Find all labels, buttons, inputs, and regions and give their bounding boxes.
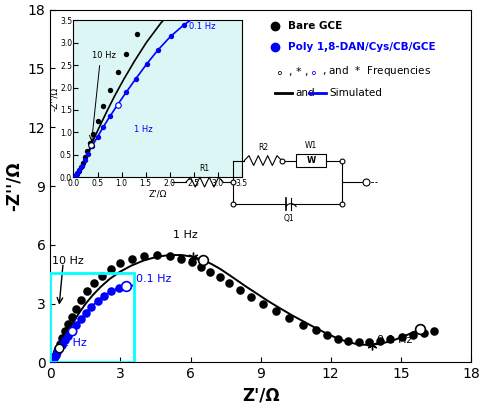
Point <box>153 252 161 258</box>
Point <box>52 352 60 358</box>
Point <box>334 335 342 342</box>
Point <box>53 349 61 355</box>
Point <box>77 297 85 303</box>
Point <box>68 313 76 320</box>
Point <box>61 328 69 335</box>
Point <box>247 294 255 300</box>
Point <box>56 340 63 347</box>
Point <box>50 354 58 361</box>
X-axis label: Z'/Ω: Z'/Ω <box>242 387 279 405</box>
Point <box>259 301 267 307</box>
Point <box>61 337 69 344</box>
Point <box>94 298 102 304</box>
Point <box>365 339 373 345</box>
Point <box>48 357 56 364</box>
Text: W: W <box>306 156 316 165</box>
Text: 1 Hz: 1 Hz <box>62 338 87 348</box>
Point <box>128 255 136 262</box>
Text: Bare GCE: Bare GCE <box>288 20 342 31</box>
Point <box>56 346 63 352</box>
Point <box>49 356 57 363</box>
Bar <box>50 273 135 362</box>
Point <box>115 285 122 292</box>
Point <box>216 274 224 281</box>
Point <box>236 286 243 293</box>
Point <box>58 342 66 348</box>
Point <box>430 327 438 334</box>
Bar <box>296 154 326 167</box>
Text: and: and <box>296 88 315 98</box>
Point <box>177 255 185 262</box>
Point <box>323 332 331 338</box>
Text: W1: W1 <box>305 141 317 150</box>
Point <box>117 260 124 267</box>
Point <box>91 280 98 286</box>
Point <box>386 336 394 343</box>
Text: $\circ$: $\circ$ <box>309 65 317 78</box>
Point <box>52 351 60 357</box>
Text: 0.1 Hz: 0.1 Hz <box>378 335 413 345</box>
Text: Poly 1,8-DAN/Cys/CB/GCE: Poly 1,8-DAN/Cys/CB/GCE <box>288 42 436 52</box>
Point <box>72 322 80 328</box>
Point <box>107 266 115 273</box>
Point <box>345 337 352 344</box>
Text: 10 Hz: 10 Hz <box>51 256 83 265</box>
Point <box>107 288 115 295</box>
Point <box>72 305 80 312</box>
Point <box>376 337 384 344</box>
Point <box>272 308 280 315</box>
Point <box>140 252 148 259</box>
Point <box>77 316 85 323</box>
Point <box>285 315 292 321</box>
Point <box>83 288 91 294</box>
Point <box>122 283 130 290</box>
Point <box>82 310 90 316</box>
Point <box>100 292 108 299</box>
Point <box>225 280 233 286</box>
Point <box>188 259 196 266</box>
Text: R1: R1 <box>199 164 210 173</box>
Point <box>312 327 319 334</box>
Point <box>68 327 76 334</box>
Point <box>47 358 55 365</box>
Point <box>48 357 56 364</box>
Point <box>53 348 61 354</box>
Text: $\circ$: $\circ$ <box>275 65 283 78</box>
Point <box>49 356 57 362</box>
Point <box>299 321 306 328</box>
Y-axis label: -Z''/Ω: -Z''/Ω <box>4 161 22 211</box>
Text: , $*$ ,: , $*$ , <box>288 65 308 78</box>
Text: , and  $*$  Frequencies: , and $*$ Frequencies <box>322 64 431 79</box>
Point <box>355 339 363 345</box>
Point <box>197 263 205 270</box>
Point <box>166 252 173 259</box>
Text: 0.1 Hz: 0.1 Hz <box>136 274 171 284</box>
Point <box>54 344 62 351</box>
Point <box>88 303 95 310</box>
Point <box>64 333 72 339</box>
Text: Simulated: Simulated <box>329 88 382 98</box>
Text: R2: R2 <box>258 143 268 152</box>
Point <box>408 332 416 338</box>
Point <box>50 355 58 362</box>
Point <box>64 321 72 328</box>
Point <box>398 334 406 341</box>
Point <box>207 269 214 275</box>
Point <box>51 353 59 360</box>
Text: Q1: Q1 <box>283 214 294 223</box>
Text: 1 Hz: 1 Hz <box>173 230 198 240</box>
Point <box>58 335 66 341</box>
Point <box>420 329 428 336</box>
Point <box>98 272 106 279</box>
